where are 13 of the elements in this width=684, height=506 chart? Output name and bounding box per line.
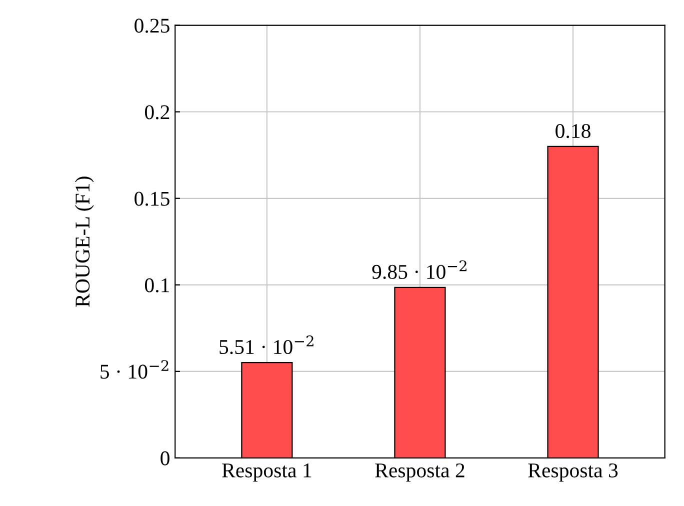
y-axis-title: ROUGE-L (F1) — [74, 176, 94, 307]
data-label: 5.51 · 10$^{−2}$ — [220, 335, 314, 354]
y-tick-label: 0.1 — [144, 278, 169, 292]
y-tick-label: 0.15 — [134, 192, 170, 206]
data-label: 9.85 · 10$^{−2}$ — [372, 260, 466, 280]
x-tick-label: Resposta 3 — [528, 463, 618, 482]
y-tick-label: 0 — [160, 451, 170, 466]
y-tick-label: 0.25 — [134, 18, 170, 33]
x-tick-label: Resposta 2 — [375, 463, 464, 482]
y-tick-label: 0.2 — [144, 105, 170, 120]
data-label: 0.18 — [556, 124, 590, 138]
x-tick-label: Resposta 1 — [222, 463, 312, 482]
y-tick-label: 5 · 10$^{−2}$ — [100, 360, 168, 379]
